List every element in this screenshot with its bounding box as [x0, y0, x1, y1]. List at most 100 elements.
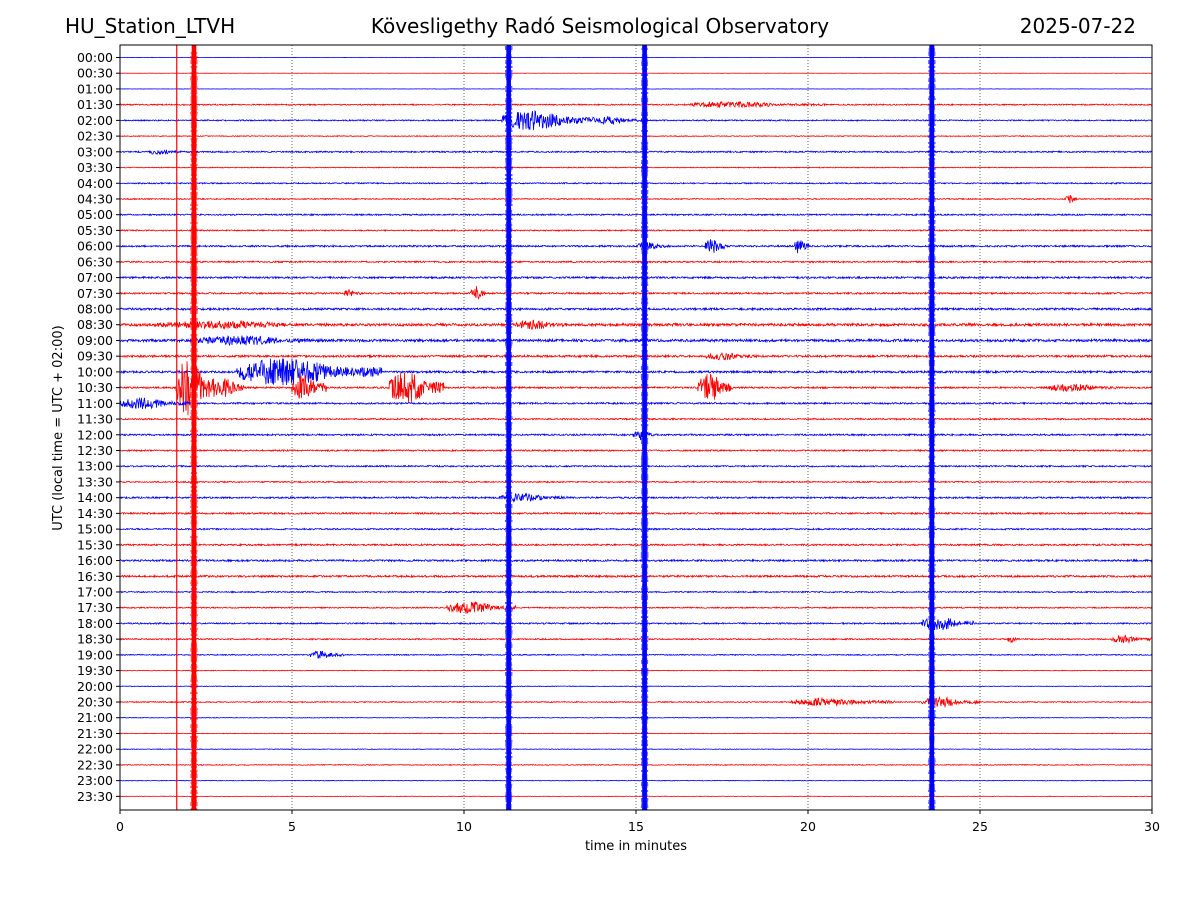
trace-row — [120, 669, 1152, 672]
signal-band-edge — [504, 45, 513, 810]
x-tick-label: 10 — [456, 819, 472, 834]
y-tick-label: 03:00 — [77, 144, 113, 159]
trace-row — [120, 779, 1152, 782]
trace-row — [120, 417, 1152, 421]
y-tick-label: 18:00 — [77, 616, 113, 631]
y-tick-label: 09:00 — [77, 333, 113, 348]
signal-band-edge — [640, 45, 649, 810]
x-tick-label: 30 — [1144, 819, 1160, 834]
y-tick-label: 05:30 — [77, 223, 113, 238]
seismogram-traces — [120, 56, 1152, 798]
y-tick-label: 06:00 — [77, 239, 113, 254]
y-axis-label: UTC (local time = UTC + 02:00) — [51, 325, 66, 530]
trace-row — [120, 732, 1152, 735]
y-tick-label: 09:30 — [77, 349, 113, 364]
y-tick-label: 12:00 — [77, 427, 113, 442]
y-tick-label: 12:30 — [77, 443, 113, 458]
trace-row — [120, 574, 1152, 579]
trace-row — [120, 286, 1152, 300]
y-tick-label: 08:00 — [77, 302, 113, 317]
x-tick-label: 0 — [116, 819, 124, 834]
signal-band-edge — [928, 45, 936, 810]
x-tick-label: 5 — [288, 819, 296, 834]
trace-row — [120, 650, 1152, 659]
trace-row — [120, 195, 1152, 204]
trace-row — [120, 716, 1152, 719]
y-tick-label: 16:30 — [77, 569, 113, 584]
y-tick-label: 17:00 — [77, 584, 113, 599]
y-tick-label: 19:30 — [77, 663, 113, 678]
y-tick-label: 00:00 — [77, 50, 113, 65]
trace-row — [120, 590, 1152, 594]
x-tick-label: 15 — [628, 819, 644, 834]
trace-row — [120, 748, 1152, 751]
trace-row — [120, 492, 1152, 503]
trace-row — [120, 542, 1152, 547]
y-tick-label: 11:30 — [77, 412, 113, 427]
trace-row — [120, 319, 1152, 330]
trace-row — [120, 448, 1152, 453]
trace-row — [120, 239, 1152, 254]
y-tick-label: 14:30 — [77, 506, 113, 521]
y-tick-label: 07:30 — [77, 286, 113, 301]
y-tick-label: 23:30 — [77, 789, 113, 804]
y-tick-label: 01:00 — [77, 81, 113, 96]
trace-row — [120, 685, 1152, 688]
x-axis-label: time in minutes — [585, 839, 687, 854]
y-tick-label: 13:30 — [77, 474, 113, 489]
trace-row — [120, 260, 1152, 264]
y-tick-label: 00:30 — [77, 66, 113, 81]
trace-row — [120, 212, 1152, 217]
y-tick-label: 02:00 — [77, 113, 113, 128]
record-date: 2025-07-22 — [1019, 14, 1136, 38]
y-tick-label: 04:30 — [77, 191, 113, 206]
y-tick-label: 06:30 — [77, 254, 113, 269]
trace-row — [120, 527, 1152, 531]
y-tick-label: 13:00 — [77, 459, 113, 474]
observatory-title: Kövesligethy Radó Seismological Observat… — [370, 14, 830, 38]
y-tick-label: 16:00 — [77, 553, 113, 568]
y-tick-label: 15:30 — [77, 537, 113, 552]
y-tick-label: 10:00 — [77, 364, 113, 379]
x-axis-ticks: 0 5 10 15 20 25 30 — [116, 810, 1160, 834]
y-tick-label: 23:00 — [77, 773, 113, 788]
y-tick-label: 11:00 — [77, 396, 113, 411]
trace-row — [120, 275, 1152, 280]
x-gridlines — [291, 45, 981, 810]
trace-row — [120, 100, 1152, 109]
trace-row — [120, 306, 1152, 312]
trace-row — [120, 358, 1152, 386]
trace-row — [120, 110, 1152, 131]
y-tick-label: 04:00 — [77, 176, 113, 191]
trace-row — [120, 634, 1152, 645]
x-tick-label: 25 — [972, 819, 988, 834]
y-tick-label: 15:00 — [77, 522, 113, 537]
trace-row — [120, 558, 1152, 563]
vertical-signal-bands — [176, 45, 936, 810]
y-tick-label: 22:00 — [77, 742, 113, 757]
y-tick-label: 18:30 — [77, 632, 113, 647]
trace-row — [120, 361, 1152, 416]
trace-row — [120, 166, 1152, 169]
y-tick-label: 19:00 — [77, 647, 113, 662]
trace-row — [120, 181, 1152, 185]
trace-row — [120, 228, 1152, 233]
trace-row — [120, 464, 1152, 469]
x-tick-label: 20 — [800, 819, 816, 834]
trace-row — [120, 352, 1152, 361]
y-tick-label: 21:30 — [77, 726, 113, 741]
y-tick-label: 20:30 — [77, 695, 113, 710]
y-tick-label: 02:30 — [77, 129, 113, 144]
y-tick-label: 01:30 — [77, 97, 113, 112]
trace-row — [120, 617, 1152, 631]
y-tick-label: 14:00 — [77, 490, 113, 505]
y-tick-label: 20:00 — [77, 679, 113, 694]
trace-row — [120, 480, 1152, 484]
trace-row — [120, 430, 1152, 441]
y-tick-label: 17:30 — [77, 600, 113, 615]
y-tick-label: 08:30 — [77, 317, 113, 332]
station-name: HU_Station_LTVH — [65, 14, 236, 38]
signal-band-edge — [190, 45, 198, 810]
